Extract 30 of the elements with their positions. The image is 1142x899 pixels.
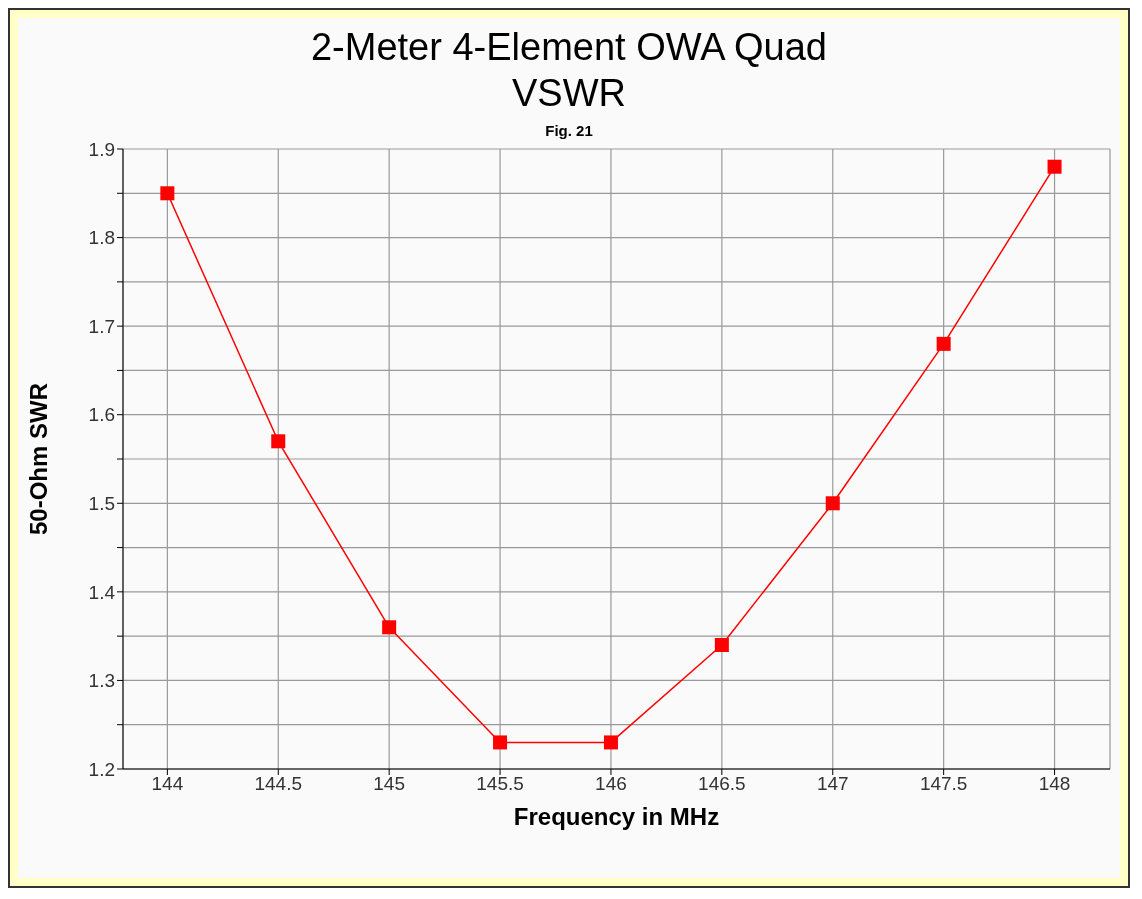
chart-title: 2-Meter 4-Element OWA Quad VSWR [310,25,828,116]
y-axis-title: 50-Ohm SWR [24,382,52,536]
chart-subtitle: Fig. 21 [544,122,594,139]
x-tick-label: 145 [373,773,406,795]
x-tick-label: 145.5 [476,773,524,795]
x-tick-label: 147 [816,773,849,795]
point [160,186,175,201]
y-tick-label: 1.4 [88,581,116,603]
point [714,638,729,652]
x-axis-title: Frequency in MHz [513,803,720,830]
point [1047,159,1062,174]
y-tick-label: 1.3 [88,670,115,692]
point [603,735,618,750]
y-tick-label: 1.5 [88,493,115,515]
x-tick-label: 146.5 [698,773,746,795]
point [493,735,508,750]
y-tick-label: 1.7 [88,315,115,337]
x-tick-label: 146 [595,773,627,795]
x-tick-label: 147.5 [919,773,968,795]
y-tick-label: 1.6 [88,404,115,426]
x-tick-label: 144 [151,773,184,795]
y-tick-label: 1.9 [88,138,115,160]
y-tick-label: 1.2 [88,758,115,780]
point [382,620,397,635]
x-tick-label: 148 [1038,773,1071,795]
point [825,496,840,511]
point [271,434,286,449]
x-tick-label: 144.5 [254,773,303,795]
y-tick-label: 1.8 [88,227,115,249]
point [936,336,951,351]
